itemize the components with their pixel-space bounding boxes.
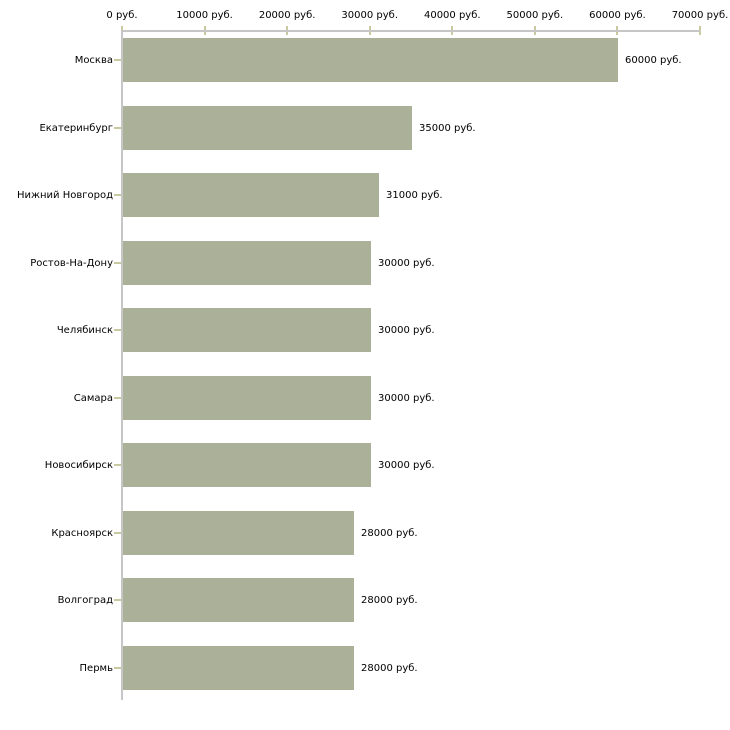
y-axis-line <box>121 30 123 700</box>
bar <box>123 106 412 150</box>
value-label: 30000 руб. <box>378 324 435 336</box>
x-axis-tick-label: 30000 руб. <box>341 10 398 21</box>
y-axis-tick <box>114 329 121 331</box>
category-label: Москва <box>74 54 113 66</box>
bar-row: Волгоград 28000 руб. <box>0 578 730 622</box>
x-axis-tick-label: 40000 руб. <box>423 10 481 21</box>
bar-row: Новосибирск 30000 руб. <box>0 443 730 487</box>
category-label: Новосибирск <box>44 459 113 471</box>
value-label: 31000 руб. <box>386 189 443 201</box>
bar <box>123 578 354 622</box>
value-label: 30000 руб. <box>378 392 435 404</box>
value-label: 28000 руб. <box>361 662 418 674</box>
y-axis-tick <box>114 532 121 534</box>
category-label: Нижний Новгород <box>16 189 113 201</box>
value-label: 28000 руб. <box>361 527 418 539</box>
category-label: Волгоград <box>57 594 113 606</box>
bar <box>123 38 618 82</box>
x-axis-tick-label: 10000 руб. <box>176 10 233 21</box>
bar <box>123 443 371 487</box>
bar <box>123 376 371 420</box>
value-label: 28000 руб. <box>361 594 418 606</box>
y-axis-tick <box>114 127 121 129</box>
x-axis-tick-label: 60000 руб. <box>589 10 646 21</box>
y-axis-tick <box>114 667 121 669</box>
x-axis-tick-label: 70000 руб. <box>671 10 729 21</box>
bar-row: Екатеринбург 35000 руб. <box>0 106 730 150</box>
bar-row: Ростов-На-Дону 30000 руб. <box>0 241 730 285</box>
bar-row: Челябинск 30000 руб. <box>0 308 730 352</box>
value-label: 60000 руб. <box>625 54 682 66</box>
category-label: Екатеринбург <box>39 122 113 134</box>
x-axis-tick-label: 0 руб. <box>106 10 138 21</box>
y-axis-tick <box>114 397 121 399</box>
x-axis-tick <box>699 26 701 35</box>
value-label: 30000 руб. <box>378 257 435 269</box>
bar-row: Пермь 28000 руб. <box>0 646 730 690</box>
y-axis-tick <box>114 464 121 466</box>
bar <box>123 511 354 555</box>
category-label: Пермь <box>79 662 113 674</box>
bar <box>123 173 379 217</box>
bar-row: Москва 60000 руб. <box>0 38 730 82</box>
y-axis-tick <box>114 194 121 196</box>
bar <box>123 308 371 352</box>
bar <box>123 646 354 690</box>
x-axis-tick-label: 50000 руб. <box>506 10 564 21</box>
y-axis-tick <box>114 59 121 61</box>
bar <box>123 241 371 285</box>
bar-row: Самара 30000 руб. <box>0 376 730 420</box>
category-label: Ростов-На-Дону <box>30 257 113 269</box>
bar-row: Нижний Новгород 31000 руб. <box>0 173 730 217</box>
x-axis-line <box>121 30 700 32</box>
category-label: Челябинск <box>56 324 113 336</box>
category-label: Самара <box>73 392 113 404</box>
y-axis-tick <box>114 599 121 601</box>
category-label: Красноярск <box>51 527 113 539</box>
y-axis-tick <box>114 262 121 264</box>
value-label: 30000 руб. <box>378 459 435 471</box>
x-axis-tick-label: 20000 руб. <box>258 10 316 21</box>
bar-row: Красноярск 28000 руб. <box>0 511 730 555</box>
value-label: 35000 руб. <box>419 122 476 134</box>
